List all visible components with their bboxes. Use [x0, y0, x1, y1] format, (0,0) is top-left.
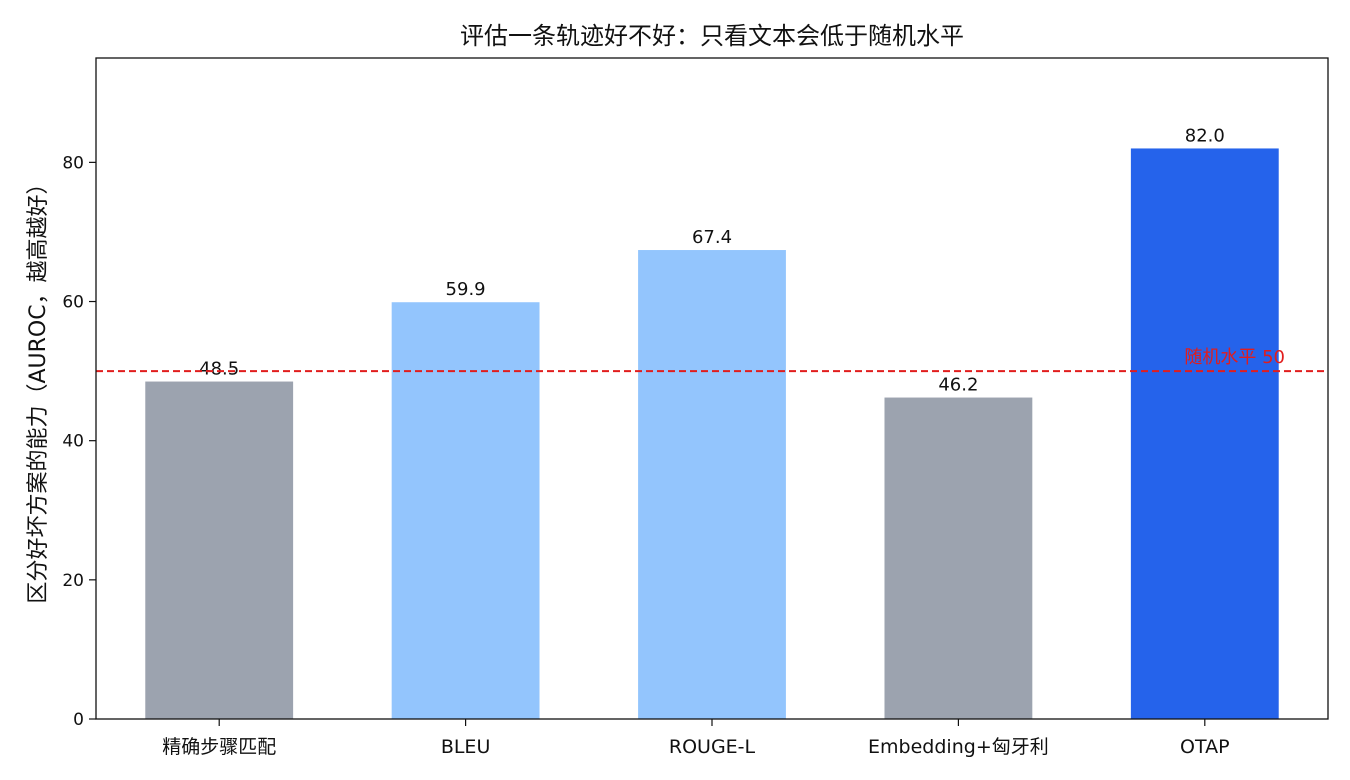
x-tick-label: ROUGE-L [669, 736, 756, 758]
bar-value-label: 46.2 [938, 375, 978, 396]
bar-value-label: 59.9 [446, 279, 486, 300]
y-tick-label: 0 [73, 710, 84, 730]
y-tick-label: 20 [62, 571, 84, 591]
bar [884, 397, 1033, 719]
bar-value-label: 67.4 [692, 227, 732, 248]
bar-value-label: 82.0 [1185, 125, 1225, 146]
chart-title: 评估一条轨迹好不好：只看文本会低于随机水平 [460, 22, 964, 50]
x-tick-label: Embedding+匈牙利 [868, 736, 1049, 758]
bar [391, 302, 540, 719]
y-tick-label: 80 [62, 153, 84, 173]
y-tick-label: 60 [62, 293, 84, 313]
y-tick-label: 40 [62, 432, 84, 452]
bar [638, 250, 786, 719]
y-axis-label: 区分好坏方案的能力（AUROC，越高越好） [26, 172, 51, 603]
reference-line-label: 随机水平 50 [1184, 347, 1285, 368]
x-tick-label: BLEU [441, 736, 491, 758]
x-tick-label: 精确步骤匹配 [162, 736, 276, 758]
plot-frame [95, 57, 1329, 720]
bar-value-label: 48.5 [199, 359, 239, 380]
bar [145, 381, 294, 719]
x-tick-label: OTAP [1180, 736, 1230, 758]
plot-area: 0 20 40 60 80 48.5 精确步骤匹配 59.9 BLEU 67.4 ROUGE-L 46… [62, 125, 1328, 758]
bar [1130, 148, 1279, 719]
